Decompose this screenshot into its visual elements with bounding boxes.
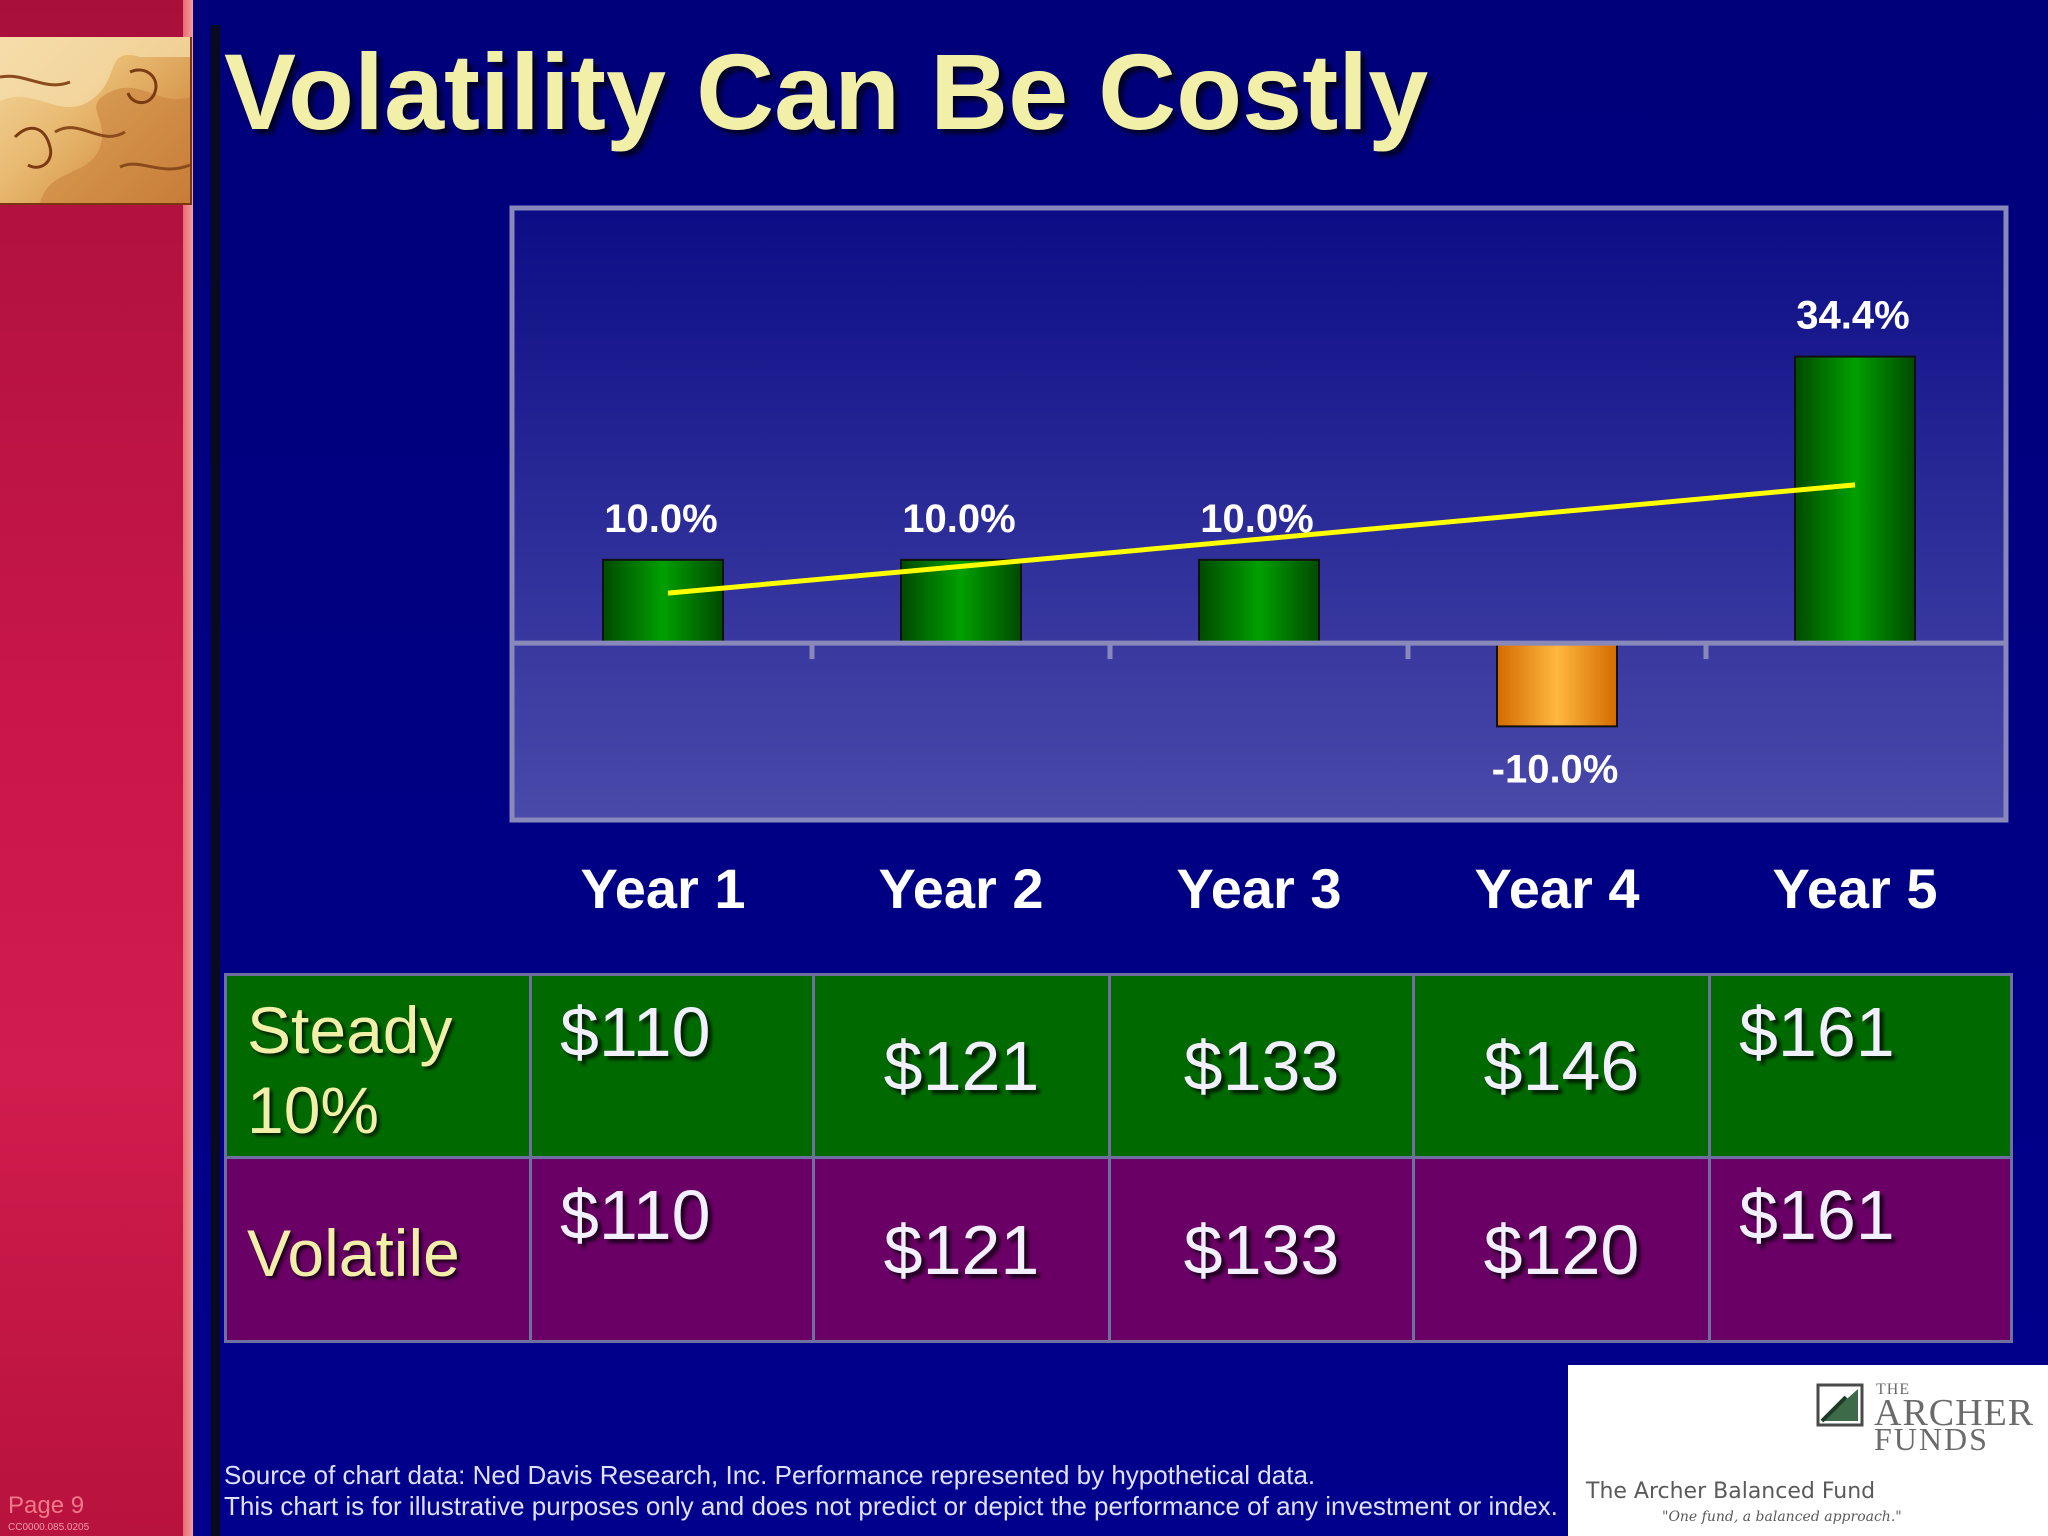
cell-value: $121 (883, 1027, 1040, 1105)
row-label-steady: Steady 10% (224, 973, 532, 1159)
slide-title: Volatility Can Be Costly (224, 31, 1429, 152)
bar-3 (1198, 558, 1320, 645)
logo-funds: FUNDS (1874, 1421, 1989, 1457)
table-row-steady: Steady 10% $110 $121 $133 $146 $161 (224, 973, 2013, 1159)
category-label: Year 2 (878, 857, 1043, 920)
table-cell: $121 (812, 973, 1111, 1159)
table-cell: $161 (1708, 973, 2013, 1159)
bar-chart: 10.0% 10.0% 10.0% -10.0% 34.4% Year 1 Year 2 Ye… (509, 205, 2009, 920)
source-line-2: This chart is for illustrative purposes … (224, 1491, 1558, 1521)
bar-5 (1794, 355, 1916, 645)
table-cell: $121 (812, 1156, 1111, 1343)
cell-value: $146 (1483, 1027, 1640, 1105)
archer-funds-logo: THE ARCHER FUNDS The Archer Balanced Fun… (1568, 1365, 2048, 1536)
table-cell: $120 (1412, 1156, 1711, 1343)
bar-2 (900, 558, 1022, 645)
data-label: -10.0% (1492, 747, 1619, 791)
fund-name: The Archer Balanced Fund (1586, 1479, 1876, 1504)
row-label-volatile: Volatile (224, 1156, 532, 1343)
puzzle-pieces-image (0, 37, 192, 205)
cell-value: $161 (1739, 1176, 1895, 1254)
table-cell: $133 (1108, 1156, 1415, 1343)
row-label-line2: 10% (247, 1073, 380, 1147)
cell-value: $133 (1183, 1027, 1340, 1105)
page-number: Page 9 (8, 1492, 85, 1519)
table-cell: $133 (1108, 973, 1415, 1159)
plot-area (509, 205, 2009, 823)
cell-value: $120 (1483, 1210, 1640, 1289)
table-cell: $110 (529, 973, 815, 1159)
row-label-line1: Steady (247, 993, 453, 1067)
archer-logo-icon (1816, 1383, 1864, 1427)
data-label: 10.0% (902, 497, 1015, 541)
bar-1 (602, 558, 724, 645)
table-row-volatile: Volatile $110 $121 $133 $120 $161 (224, 1156, 2013, 1343)
logo-the: THE (1876, 1381, 1911, 1398)
growth-table: Steady 10% $110 $121 $133 $146 $161 Vola… (224, 973, 2013, 1343)
source-line-1: Source of chart data: Ned Davis Research… (224, 1460, 1316, 1490)
bar-4 (1496, 642, 1618, 728)
data-label: 34.4% (1796, 294, 1909, 338)
category-label: Year 3 (1176, 857, 1341, 920)
data-label: 10.0% (604, 497, 717, 541)
cell-value: $161 (1739, 993, 1895, 1071)
cell-value: $110 (560, 993, 711, 1071)
logo-archer: ARCHER (1874, 1392, 2035, 1434)
row-label: Volatile (247, 1216, 460, 1290)
left-decorative-bar (0, 0, 193, 1536)
table-cell: $146 (1412, 973, 1711, 1159)
fund-tagline: "One fund, a balanced approach." (1662, 1509, 1902, 1525)
cell-value: $110 (560, 1176, 711, 1254)
trend-line (667, 482, 1856, 596)
category-label: Year 5 (1772, 857, 1937, 920)
table-cell: $110 (529, 1156, 815, 1343)
source-note: Source of chart data: Ned Davis Research… (224, 1460, 1558, 1522)
category-label: Year 4 (1474, 857, 1639, 920)
vertical-divider (211, 25, 220, 1536)
cell-value: $121 (883, 1210, 1040, 1289)
cell-value: $133 (1183, 1210, 1340, 1289)
table-cell: $161 (1708, 1156, 2013, 1343)
category-label: Year 1 (580, 857, 745, 920)
data-label: 10.0% (1200, 497, 1313, 541)
document-code: CC0000.085.0205 (8, 1522, 90, 1533)
